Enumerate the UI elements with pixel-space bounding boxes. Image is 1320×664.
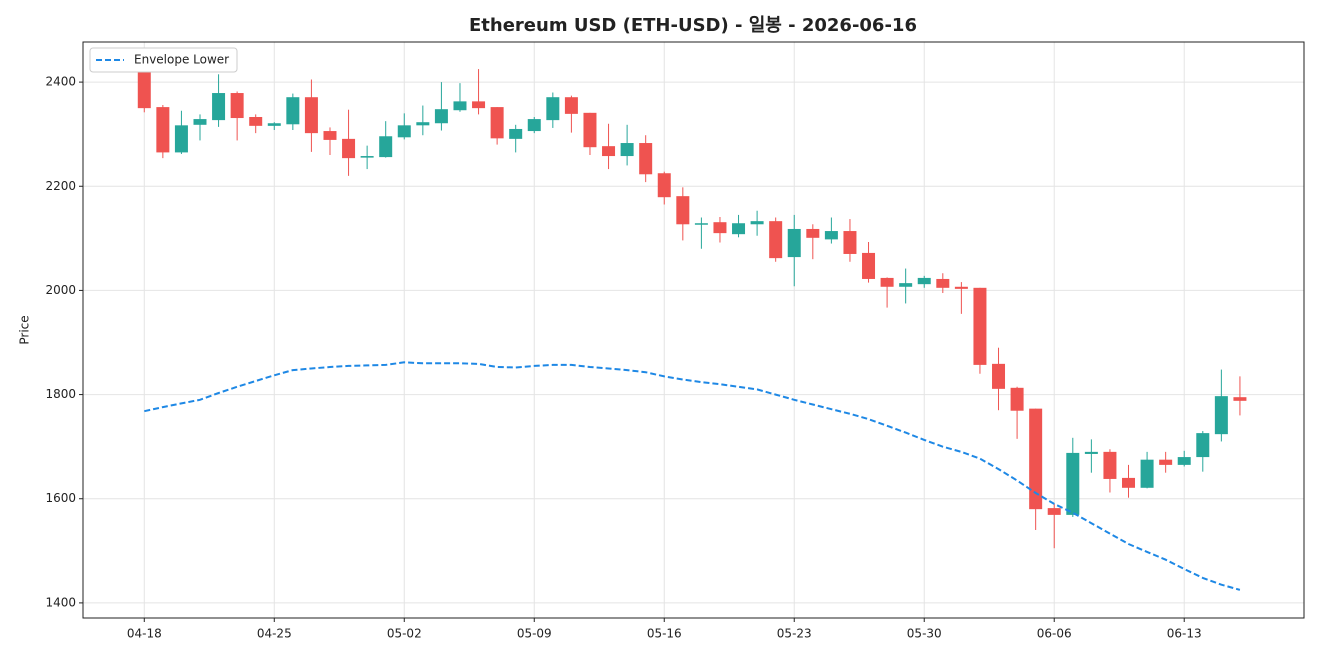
x-tick-label: 05-16 [647, 627, 682, 641]
x-tick-label: 06-06 [1037, 627, 1072, 641]
candle-body [1159, 459, 1173, 465]
candle-body [639, 143, 653, 175]
candle-body [824, 231, 838, 240]
candle-body [397, 125, 411, 138]
candle-body [490, 107, 504, 139]
candle-body [156, 107, 170, 153]
candle-body [1010, 387, 1024, 411]
candle-body [434, 109, 448, 124]
legend-box [89, 47, 238, 73]
candle-body [917, 277, 931, 285]
candle-body [323, 131, 337, 140]
y-tick-label: 2400 [45, 75, 76, 89]
y-tick-label: 2000 [45, 283, 76, 297]
candle-body [230, 93, 244, 119]
candle-body [843, 231, 857, 254]
plot-frame [82, 41, 1305, 619]
x-tick-label: 05-30 [907, 627, 942, 641]
candle-body [973, 287, 987, 365]
candle-body [806, 228, 820, 238]
candle-body [732, 223, 746, 235]
x-tick-label: 05-09 [517, 627, 552, 641]
candle-body [1177, 457, 1191, 465]
candle-body [564, 97, 578, 114]
candle-body [750, 221, 764, 225]
candle-body [509, 128, 523, 139]
candle-body [862, 252, 876, 279]
candle-body [472, 101, 486, 109]
candle-body [936, 278, 950, 288]
chart-title: Ethereum USD (ETH-USD) - 일봉 - 2026-06-16 [469, 15, 917, 36]
x-tick-label: 06-13 [1167, 627, 1202, 641]
x-tick-label: 04-25 [257, 627, 292, 641]
x-tick-label: 05-02 [387, 627, 422, 641]
candle-body [360, 156, 374, 158]
candle-body [1140, 459, 1154, 488]
y-axis-label: Price [18, 315, 32, 344]
candle-body [1214, 396, 1228, 435]
candle-body [342, 138, 356, 159]
candle-body [527, 119, 541, 132]
candle-body [304, 97, 318, 134]
candle-body [193, 119, 207, 125]
candle-body [137, 71, 151, 109]
y-tick-label: 1600 [45, 491, 76, 505]
candle-body [1233, 397, 1247, 401]
candle-body [992, 363, 1006, 389]
candle-body [174, 125, 188, 153]
candle-body [1196, 433, 1210, 458]
candle-body [620, 143, 634, 157]
y-tick-label: 2200 [45, 179, 76, 193]
candle-body [1047, 508, 1061, 515]
x-tick-label: 04-18 [127, 627, 162, 641]
candle-body [899, 283, 913, 287]
line-series [144, 361, 1241, 591]
candle-body [1084, 451, 1098, 454]
candle-body [880, 277, 894, 287]
legend-label: Envelope Lower [134, 53, 229, 67]
candle-body [416, 122, 430, 126]
candle-body [1066, 452, 1080, 515]
candle-body [694, 223, 708, 225]
y-tick-label: 1800 [45, 387, 76, 401]
candle-body [1122, 477, 1136, 488]
candle-body [583, 112, 597, 148]
candle-body [453, 101, 467, 111]
candle-body [379, 136, 393, 158]
candle-body [676, 196, 690, 225]
candle-body [787, 228, 801, 258]
y-tick-label: 1400 [45, 595, 76, 609]
candle-body [249, 116, 263, 126]
candle-body [657, 173, 671, 198]
candle-body [769, 221, 783, 259]
candle-body [267, 123, 281, 126]
candle-body [212, 93, 226, 121]
candle-body [1103, 451, 1117, 479]
candle-body [602, 146, 616, 157]
candle-body [713, 222, 727, 234]
candle-body [1029, 408, 1043, 510]
candle-body [546, 97, 560, 121]
candle-body [286, 97, 300, 125]
candle-body [954, 286, 968, 289]
x-tick-label: 05-23 [777, 627, 812, 641]
